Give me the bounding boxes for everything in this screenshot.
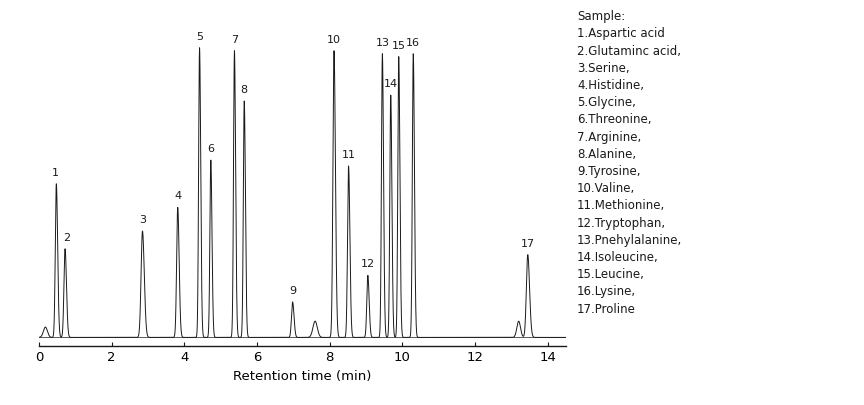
Text: 9: 9 bbox=[289, 286, 296, 296]
Text: 1: 1 bbox=[51, 168, 59, 178]
Text: 11: 11 bbox=[341, 150, 356, 160]
Text: 12: 12 bbox=[361, 260, 375, 269]
Text: 16: 16 bbox=[406, 38, 420, 48]
Text: 3: 3 bbox=[139, 215, 146, 225]
Text: 15: 15 bbox=[391, 41, 406, 51]
Text: 13: 13 bbox=[375, 38, 390, 48]
Text: 4: 4 bbox=[175, 192, 181, 201]
Text: 14: 14 bbox=[384, 79, 397, 89]
Text: 8: 8 bbox=[241, 85, 248, 95]
Text: 6: 6 bbox=[207, 144, 214, 154]
Text: 17: 17 bbox=[521, 239, 535, 249]
Text: 7: 7 bbox=[231, 35, 238, 45]
Text: Sample:
1.Aspartic acid
2.Glutaminc acid,
3.Serine,
4.Histidine,
5.Glycine,
6.Th: Sample: 1.Aspartic acid 2.Glutaminc acid… bbox=[577, 10, 683, 315]
Text: 2: 2 bbox=[63, 233, 70, 243]
Text: 5: 5 bbox=[196, 32, 203, 42]
Text: 10: 10 bbox=[327, 35, 341, 45]
X-axis label: Retention time (min): Retention time (min) bbox=[233, 370, 372, 383]
